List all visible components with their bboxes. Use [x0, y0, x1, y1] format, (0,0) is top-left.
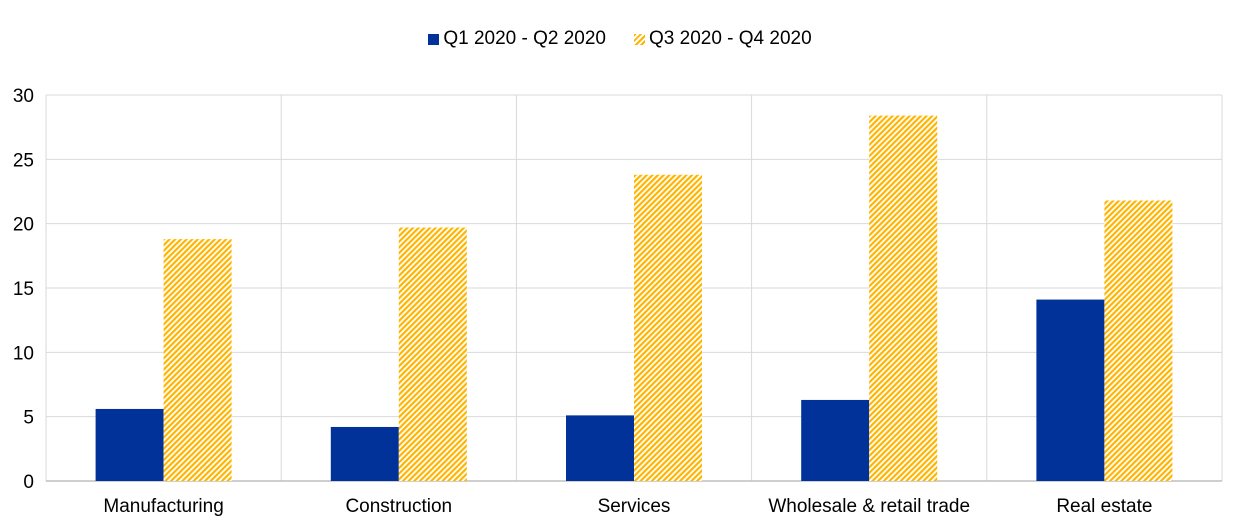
bar-q1-q2 — [801, 399, 870, 481]
x-tick-label: Real estate — [1056, 496, 1152, 517]
legend-swatch-hatched — [634, 33, 645, 45]
bar-q1-q2 — [95, 408, 164, 481]
bar-q1-q2 — [566, 415, 634, 481]
bar-q1-q2 — [330, 426, 399, 481]
y-tick-label: 10 — [13, 343, 34, 364]
x-tick-label: Services — [598, 496, 671, 517]
bar-q3-q4 — [398, 227, 467, 481]
x-tick-label: Wholesale & retail trade — [768, 496, 970, 517]
legend-item-q1-q2: Q1 2020 - Q2 2020 — [428, 28, 606, 50]
x-tick-label: Manufacturing — [103, 496, 223, 517]
legend-swatch-solid — [428, 33, 440, 45]
y-tick-label: 25 — [13, 150, 34, 171]
bar-q3-q4 — [869, 115, 938, 481]
legend-label: Q3 2020 - Q4 2020 — [649, 28, 812, 49]
bar-q3-q4 — [634, 174, 702, 482]
y-tick-label: 20 — [13, 215, 34, 236]
y-tick-label: 0 — [23, 472, 34, 493]
bar-q3-q4 — [1104, 200, 1173, 482]
y-tick-label: 5 — [23, 408, 34, 429]
bar-q1-q2 — [1036, 299, 1105, 481]
legend-item-q3-q4: Q3 2020 - Q4 2020 — [634, 28, 812, 50]
x-tick-label: Construction — [345, 496, 452, 517]
y-tick-label: 15 — [13, 279, 34, 300]
legend-label: Q1 2020 - Q2 2020 — [443, 28, 606, 49]
bar-q3-q4 — [163, 239, 232, 481]
legend: Q1 2020 - Q2 2020 Q3 2020 - Q4 2020 — [0, 28, 1240, 50]
y-tick-label: 30 — [13, 86, 34, 107]
